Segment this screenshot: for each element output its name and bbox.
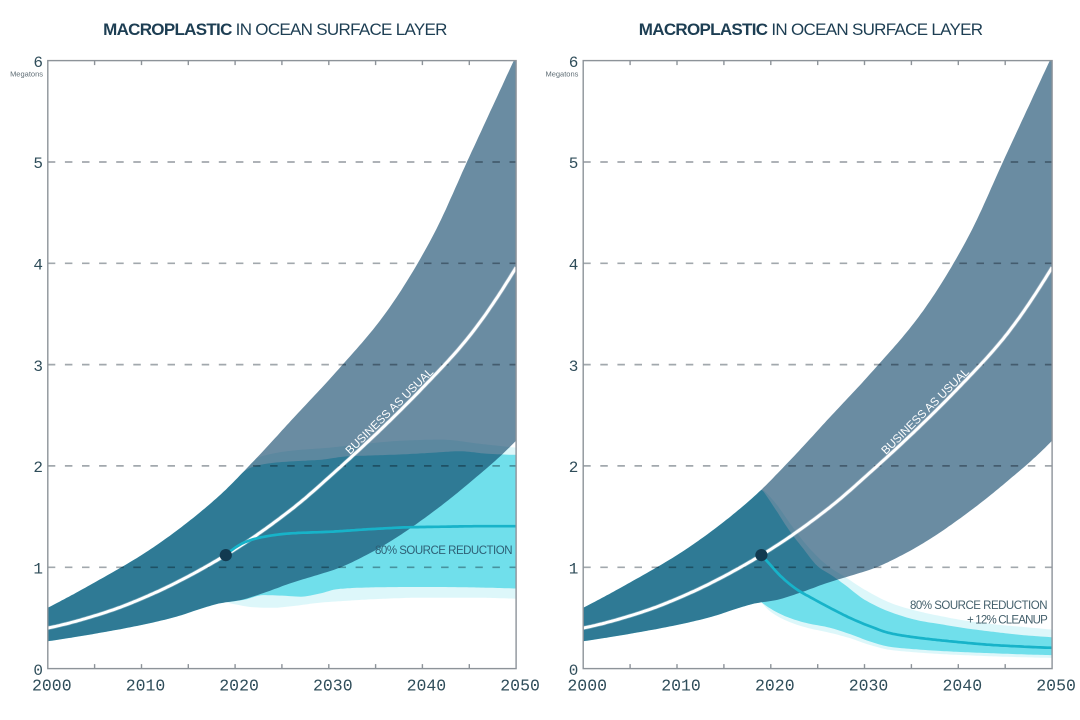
svg-text:2040: 2040 bbox=[942, 677, 982, 696]
svg-text:5: 5 bbox=[569, 155, 579, 173]
svg-text:5: 5 bbox=[33, 155, 43, 173]
svg-text:1: 1 bbox=[569, 561, 579, 579]
svg-text:1: 1 bbox=[33, 561, 43, 579]
svg-text:MACROPLASTIC IN OCEAN SURFACE: MACROPLASTIC IN OCEAN SURFACE LAYER bbox=[639, 20, 983, 39]
svg-text:2020: 2020 bbox=[219, 677, 259, 696]
svg-text:2010: 2010 bbox=[126, 677, 166, 696]
svg-text:2020: 2020 bbox=[755, 677, 795, 696]
svg-text:2040: 2040 bbox=[407, 677, 447, 696]
svg-text:+ 12% CLEANUP: + 12% CLEANUP bbox=[967, 614, 1048, 626]
svg-text:80% SOURCE REDUCTION: 80% SOURCE REDUCTION bbox=[375, 545, 512, 557]
svg-text:3: 3 bbox=[33, 358, 43, 376]
svg-text:0: 0 bbox=[569, 662, 579, 680]
svg-text:2000: 2000 bbox=[32, 677, 72, 696]
svg-text:2050: 2050 bbox=[500, 677, 540, 696]
svg-text:3: 3 bbox=[569, 358, 579, 376]
svg-text:2030: 2030 bbox=[849, 677, 889, 696]
svg-text:4: 4 bbox=[33, 257, 43, 275]
svg-text:0: 0 bbox=[33, 662, 43, 680]
svg-text:80% SOURCE REDUCTION: 80% SOURCE REDUCTION bbox=[910, 600, 1047, 612]
svg-text:6: 6 bbox=[569, 54, 579, 72]
svg-text:MACROPLASTIC IN OCEAN SURFACE: MACROPLASTIC IN OCEAN SURFACE LAYER bbox=[103, 20, 447, 39]
svg-text:Megatons: Megatons bbox=[10, 70, 43, 79]
svg-text:2: 2 bbox=[33, 459, 43, 477]
svg-text:4: 4 bbox=[569, 257, 579, 275]
svg-text:2010: 2010 bbox=[661, 677, 701, 696]
svg-text:2000: 2000 bbox=[567, 677, 607, 696]
svg-text:2: 2 bbox=[569, 459, 579, 477]
svg-text:6: 6 bbox=[33, 54, 43, 72]
svg-text:2030: 2030 bbox=[313, 677, 353, 696]
svg-text:2050: 2050 bbox=[1036, 677, 1076, 696]
svg-text:Megatons: Megatons bbox=[545, 70, 578, 79]
